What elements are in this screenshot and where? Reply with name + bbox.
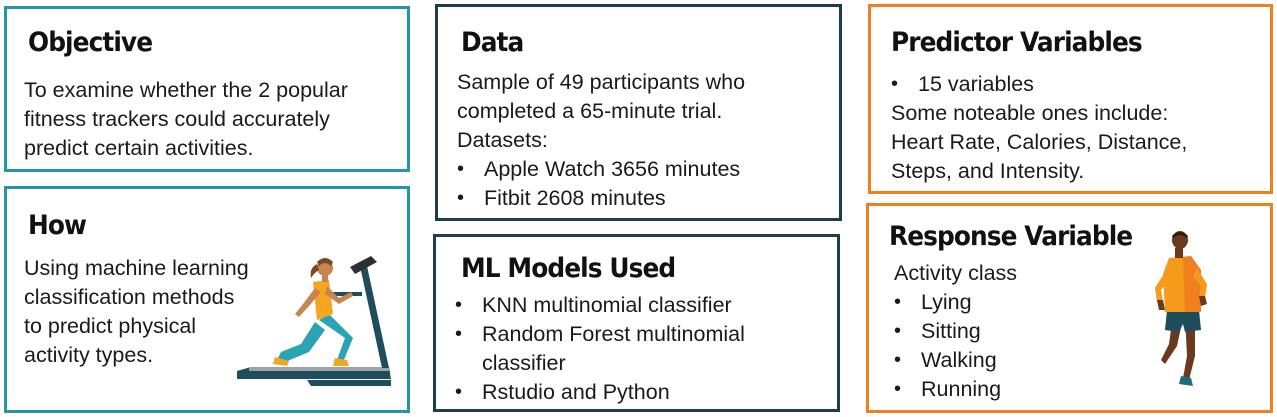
predictor-list: 15 variables bbox=[891, 70, 1187, 99]
how-title: How bbox=[28, 210, 87, 241]
man-running-icon bbox=[1155, 231, 1207, 386]
woman-running-on-treadmill-icon bbox=[237, 256, 391, 386]
list-item: Walking bbox=[894, 346, 1017, 375]
how-line: activity types. bbox=[24, 343, 154, 367]
objective-line: To examine whether the 2 popular bbox=[24, 78, 348, 102]
how-line: classification methods bbox=[24, 285, 235, 309]
list-item: Running bbox=[894, 375, 1017, 404]
data-card: Data Sample of 49 participants who compl… bbox=[435, 4, 842, 221]
how-card: How Using machine learning classificatio… bbox=[4, 186, 410, 413]
response-list: Lying Sitting Walking Running bbox=[894, 288, 1017, 404]
response-subtitle: Activity class bbox=[894, 261, 1018, 285]
objective-title: Objective bbox=[28, 27, 153, 58]
ml-models-text: KNN multinomial classifier Random Forest… bbox=[455, 291, 745, 407]
how-line: Using machine learning bbox=[24, 256, 249, 280]
list-item: 15 variables bbox=[891, 70, 1187, 99]
data-title: Data bbox=[461, 27, 524, 58]
list-item-text: Random Forest multinomial bbox=[482, 322, 745, 346]
objective-line: predict certain activities. bbox=[24, 136, 254, 160]
list-item-continuation: classifier bbox=[482, 351, 566, 375]
predictor-line: Heart Rate, Calories, Distance, bbox=[891, 130, 1188, 154]
how-text: Using machine learning classification me… bbox=[24, 254, 249, 370]
data-line: Sample of 49 participants who bbox=[457, 70, 746, 94]
response-title: Response Variable bbox=[889, 221, 1133, 252]
list-item: KNN multinomial classifier bbox=[455, 291, 745, 320]
data-text: Sample of 49 participants who completed … bbox=[457, 68, 745, 213]
data-line: completed a 65-minute trial. bbox=[457, 99, 723, 123]
how-line: to predict physical bbox=[24, 314, 197, 338]
list-item: Fitbit 2608 minutes bbox=[457, 184, 745, 213]
list-item: Random Forest multinomial classifier bbox=[455, 320, 745, 378]
predictor-card: Predictor Variables 15 variables Some no… bbox=[868, 4, 1273, 194]
list-item: Sitting bbox=[894, 317, 1017, 346]
ml-models-title: ML Models Used bbox=[461, 253, 676, 284]
objective-text: To examine whether the 2 popular fitness… bbox=[24, 76, 348, 163]
response-card: Response Variable Activity class Lying S… bbox=[866, 203, 1273, 413]
data-line: Datasets: bbox=[457, 128, 548, 152]
predictor-line: Steps, and Intensity. bbox=[891, 159, 1085, 183]
ml-models-list: KNN multinomial classifier Random Forest… bbox=[455, 291, 745, 407]
predictor-text: 15 variables Some noteable ones include:… bbox=[891, 70, 1187, 186]
predictor-title: Predictor Variables bbox=[891, 27, 1143, 58]
objective-card: Objective To examine whether the 2 popul… bbox=[4, 6, 410, 172]
predictor-line: Some noteable ones include: bbox=[891, 101, 1169, 125]
response-text: Activity class Lying Sitting Walking Run… bbox=[894, 259, 1017, 404]
list-item: Lying bbox=[894, 288, 1017, 317]
datasets-list: Apple Watch 3656 minutes Fitbit 2608 min… bbox=[457, 155, 745, 213]
objective-line: fitness trackers could accurately bbox=[24, 107, 330, 131]
list-item: Apple Watch 3656 minutes bbox=[457, 155, 745, 184]
list-item: Rstudio and Python bbox=[455, 378, 745, 407]
ml-models-card: ML Models Used KNN multinomial classifie… bbox=[433, 234, 840, 412]
